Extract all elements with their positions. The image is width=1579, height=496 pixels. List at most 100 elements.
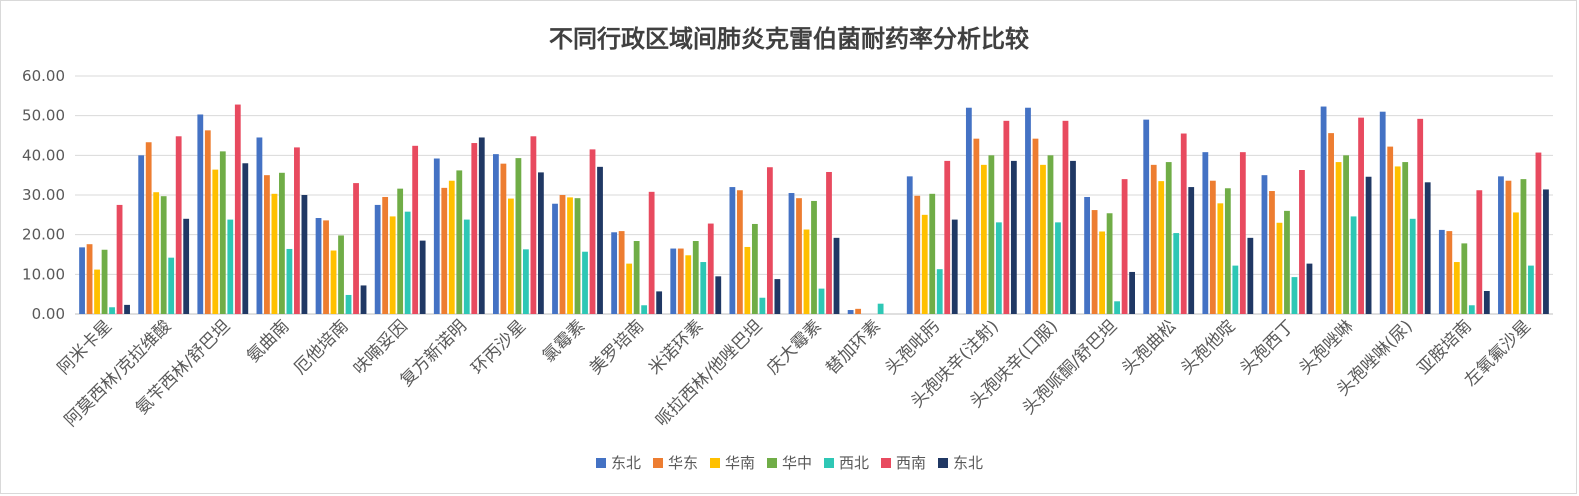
bar: [1025, 107, 1031, 314]
bar: [1062, 120, 1069, 314]
bar: [515, 158, 522, 314]
bar: [965, 107, 972, 314]
legend-item: 华中: [766, 452, 812, 473]
bar: [582, 251, 588, 314]
bar: [1417, 118, 1424, 314]
bar: [567, 197, 573, 314]
bar: [1505, 180, 1512, 314]
legend-label: 东北: [610, 454, 641, 472]
bar: [1387, 146, 1394, 314]
y-tick-label: 60.00: [22, 67, 65, 85]
x-tick-label: 头孢他啶: [1177, 316, 1239, 378]
legend-item: 华南: [709, 452, 755, 473]
bar: [1350, 216, 1357, 314]
x-tick-label: 庆大霉素: [763, 316, 825, 378]
bar: [315, 218, 322, 314]
bar: [1106, 213, 1113, 314]
x-tick-label: 氯霉素: [539, 316, 589, 366]
x-tick-label: 美罗培南: [586, 316, 648, 378]
bar: [1224, 188, 1231, 314]
bar: [538, 172, 544, 314]
bar: [774, 279, 781, 314]
bar: [382, 196, 389, 314]
y-tick-label: 50.00: [22, 107, 65, 125]
legend-swatch: [881, 457, 892, 468]
bar: [1247, 237, 1254, 314]
bar: [1143, 119, 1150, 314]
legend-item: 东北: [595, 452, 641, 473]
x-tick-label: 氨曲南: [243, 316, 293, 366]
bar: [471, 143, 478, 314]
bar: [988, 155, 995, 314]
bar: [256, 137, 263, 314]
bar: [530, 136, 537, 314]
x-tick-label: 环丙沙星: [468, 316, 530, 378]
y-tick-label: 0.00: [32, 305, 65, 323]
legend-label: 西南: [896, 454, 927, 472]
bar: [419, 240, 426, 314]
legend-item: 西南: [881, 452, 926, 473]
bar: [286, 248, 293, 314]
bar: [1291, 277, 1298, 314]
bar: [1055, 222, 1061, 314]
bar: [463, 219, 470, 314]
bar: [389, 216, 396, 314]
bar: [1358, 117, 1364, 315]
bar: [145, 142, 152, 314]
bar: [1070, 160, 1076, 314]
y-axis-ticks: 0.00 10.00 20.00 30.00 40.00 50.00 60.00: [22, 67, 65, 323]
bar: [1121, 179, 1128, 314]
bar: [1173, 233, 1180, 314]
bar: [1202, 152, 1209, 314]
bar: [611, 232, 618, 314]
bar: [707, 223, 714, 314]
bar: [197, 114, 204, 314]
legend-item: 东北: [938, 452, 983, 473]
bar: [1003, 120, 1010, 314]
bar: [1528, 265, 1534, 314]
bar: [1306, 263, 1313, 314]
x-tick-label: 头孢吡肟: [882, 316, 944, 378]
legend-item: 西北: [824, 452, 869, 473]
bar: [1129, 271, 1135, 314]
bar: [345, 294, 352, 314]
bar: [736, 190, 743, 314]
bar: [448, 180, 455, 314]
legend-label: 西北: [839, 454, 870, 472]
bar: [1299, 170, 1305, 314]
bar: [1209, 180, 1216, 314]
bar: [685, 255, 692, 314]
bar: [692, 241, 699, 314]
bar: [478, 137, 485, 314]
bar: [86, 244, 93, 314]
bar: [1335, 162, 1342, 314]
bar: [574, 198, 581, 314]
bar: [855, 308, 862, 314]
bar: [1091, 210, 1098, 314]
bar: [759, 297, 766, 314]
bar: [1032, 138, 1039, 314]
bar: [811, 200, 817, 314]
bar: [677, 248, 684, 314]
bar: [1284, 210, 1290, 314]
bar: [670, 248, 677, 314]
y-tick-label: 10.00: [22, 265, 65, 283]
bar: [109, 307, 115, 314]
legend-swatch: [824, 457, 834, 468]
bar: [1513, 212, 1519, 314]
bar: [441, 187, 448, 314]
bar: [1158, 181, 1165, 314]
x-tick-label: 厄他培南: [290, 316, 352, 378]
bar: [412, 145, 419, 314]
x-tick-label: 头孢唑啉: [1295, 316, 1357, 378]
bar: [153, 192, 160, 314]
bar: [168, 257, 175, 314]
bar: [338, 235, 344, 314]
bar: [212, 169, 219, 314]
legend-swatch: [595, 457, 606, 468]
bar: [1114, 301, 1120, 314]
bar: [264, 175, 270, 314]
